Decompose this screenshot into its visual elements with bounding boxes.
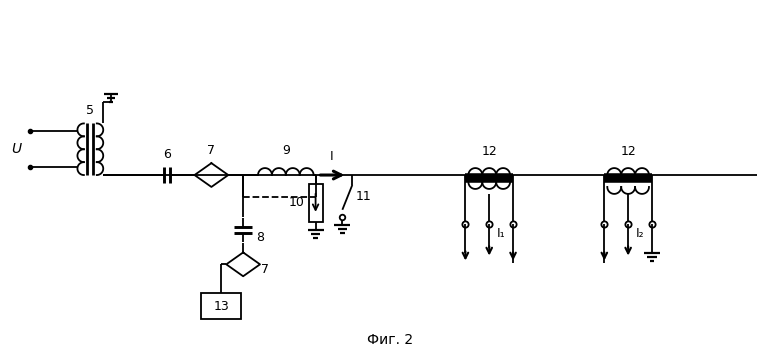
Text: 10: 10	[289, 196, 305, 209]
Text: 5: 5	[87, 104, 94, 117]
Text: Фиг. 2: Фиг. 2	[367, 333, 413, 347]
Text: I₂: I₂	[636, 227, 645, 240]
Text: U: U	[11, 142, 21, 156]
Text: 9: 9	[282, 144, 289, 157]
Text: 13: 13	[214, 299, 229, 313]
Text: 12: 12	[620, 145, 636, 158]
Text: 7: 7	[261, 263, 269, 276]
Text: 6: 6	[163, 148, 171, 161]
Text: I₁: I₁	[497, 227, 505, 240]
Text: 11: 11	[355, 190, 371, 203]
Bar	[201, 293, 241, 319]
Bar	[309, 184, 322, 222]
Text: 12: 12	[481, 145, 497, 158]
Text: 8: 8	[256, 231, 264, 244]
Text: I: I	[330, 150, 333, 163]
Text: 7: 7	[207, 144, 215, 157]
